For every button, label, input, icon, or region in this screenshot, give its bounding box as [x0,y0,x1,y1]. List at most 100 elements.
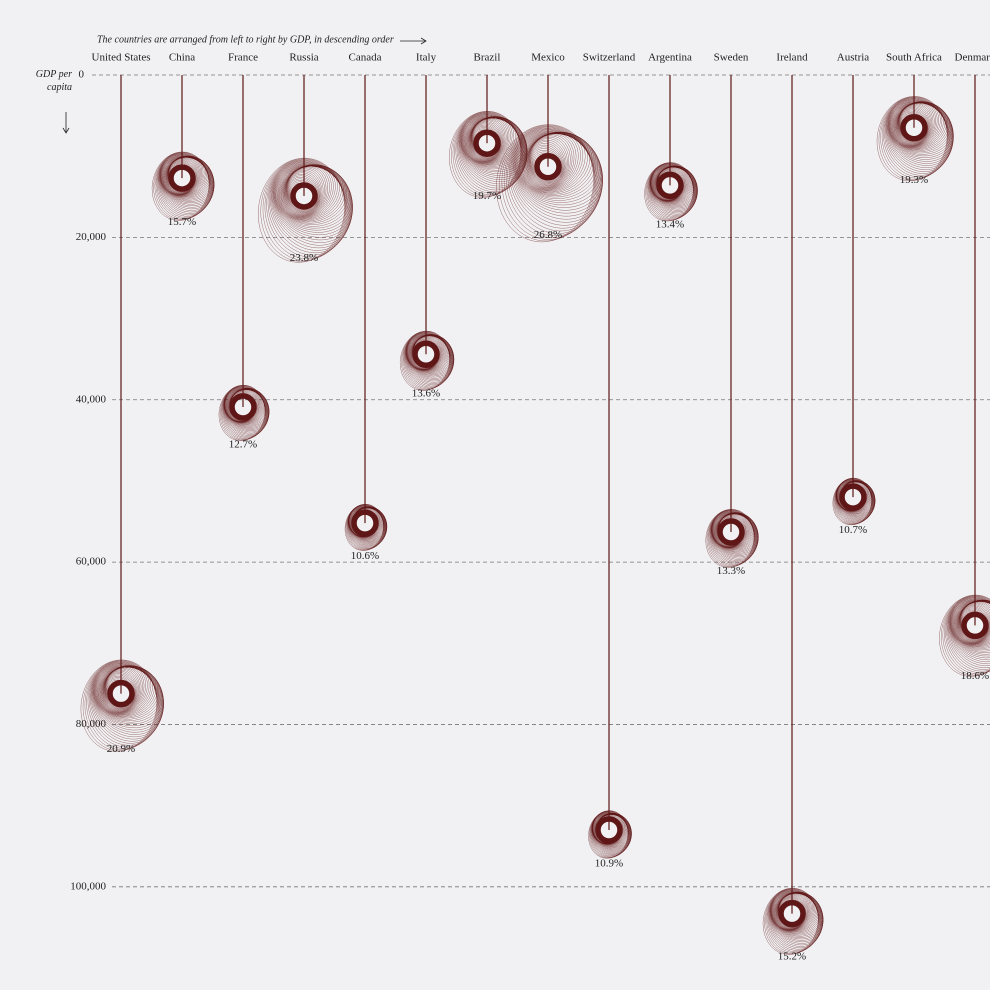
value-label: 15.2% [778,951,806,963]
spiral-thread [262,159,346,261]
spiral-thread [404,332,452,388]
spiral-thread [103,667,142,713]
spiral [151,151,215,221]
spiral-thread [528,139,567,186]
x-tick-label: Denmark [955,52,990,64]
spiral-thread [767,889,820,952]
spiral-thread [531,148,563,182]
spiral [705,509,759,568]
spiral-thread [878,96,948,181]
spiral-thread [104,672,137,710]
spiral-thread [708,509,756,567]
spiral-thread [705,509,755,568]
value-label: 13.4% [656,218,684,230]
spiral-thread [832,477,872,526]
arrow-head [420,37,427,45]
spiral-thread [402,331,451,390]
spiral-ring [595,816,623,844]
spiral-ring [778,899,806,928]
spiral-thread [777,894,807,929]
spiral-thread [896,102,935,146]
y-axis-label: GDP per capita [35,69,72,93]
x-tick-label: Brazil [474,52,501,64]
spiral-thread [511,130,602,226]
spiral-thread [105,674,135,709]
spiral-thread [449,111,522,198]
spiral-thread [942,595,990,676]
spiral-thread [104,673,136,710]
spiral-thread [958,601,990,643]
spiral-thread [88,662,161,746]
x-tick-label: Canada [349,52,382,64]
spiral-thread [898,108,928,143]
spiral-thread [103,667,140,712]
spiral-thread [768,890,822,950]
spiral-thread [266,160,348,258]
spiral-thread [505,127,598,237]
spiral-thread [526,133,575,189]
spiral-thread [153,151,210,221]
spiral-thread [401,331,450,391]
x-tick-label: Ireland [776,52,808,64]
spiral-thread [769,890,822,949]
spiral-thread [644,162,694,222]
spiral-thread [471,123,502,159]
value-label: 13.6% [412,388,440,400]
spiral-thread [777,893,808,930]
y-tick-label: 80,000 [76,718,107,730]
spiral-thread [949,600,990,661]
y-tick-label: 60,000 [76,556,107,568]
spiral-thread [897,103,933,146]
value-label: 18.6% [961,670,989,682]
spiral-thread [501,125,596,240]
value-label: 10.6% [351,550,379,562]
x-tick-label: United States [92,52,151,64]
x-tick-label: France [228,52,258,64]
spiral-thread [588,810,629,859]
spiral-thread [151,151,210,221]
spiral-thread [710,510,757,564]
spiral-thread [220,385,266,441]
x-tick-label: Switzerland [583,52,636,64]
spiral-ring [229,393,257,421]
spiral-thread [646,162,694,221]
spiral-thread [285,169,323,215]
spiral-thread [764,888,819,955]
spiral-thread [470,120,504,160]
spiral-thread [403,331,451,390]
spiral-thread [499,125,595,242]
x-tick-label: Sweden [714,52,749,64]
spiral-thread [645,162,694,221]
spiral [588,810,632,859]
spiral-ring [839,483,867,511]
spiral-ring [534,152,562,181]
x-tick-label: Mexico [531,52,565,64]
spiral-thread [959,605,990,641]
chart-note: The countries are arranged from left to … [97,34,394,45]
spiral-thread [526,134,573,189]
spiral-thread [941,595,990,677]
spiral-thread [529,144,564,184]
spiral-thread [958,602,990,643]
spiral-ring [412,340,440,369]
spiral-thread [470,119,505,161]
spiral-thread [957,600,990,644]
y-tick-label: 100,000 [70,880,106,892]
spiral-thread [154,152,210,220]
spiral-thread [452,111,522,197]
value-label: 12.7% [229,439,257,451]
spiral-ring [290,182,318,210]
spiral-thread [949,600,990,659]
spiral-thread [880,97,949,180]
spiral-thread [948,599,990,665]
spiral-thread [706,509,755,568]
x-tick-label: South Africa [886,52,942,64]
spiral-ring [900,114,928,142]
spiral-ring [656,171,684,200]
spiral-thread [167,157,198,194]
spiral [496,124,603,243]
spiral-thread [167,157,198,194]
spiral-thread [884,98,951,176]
spiral-thread [530,146,563,183]
spiral-thread [286,172,321,214]
